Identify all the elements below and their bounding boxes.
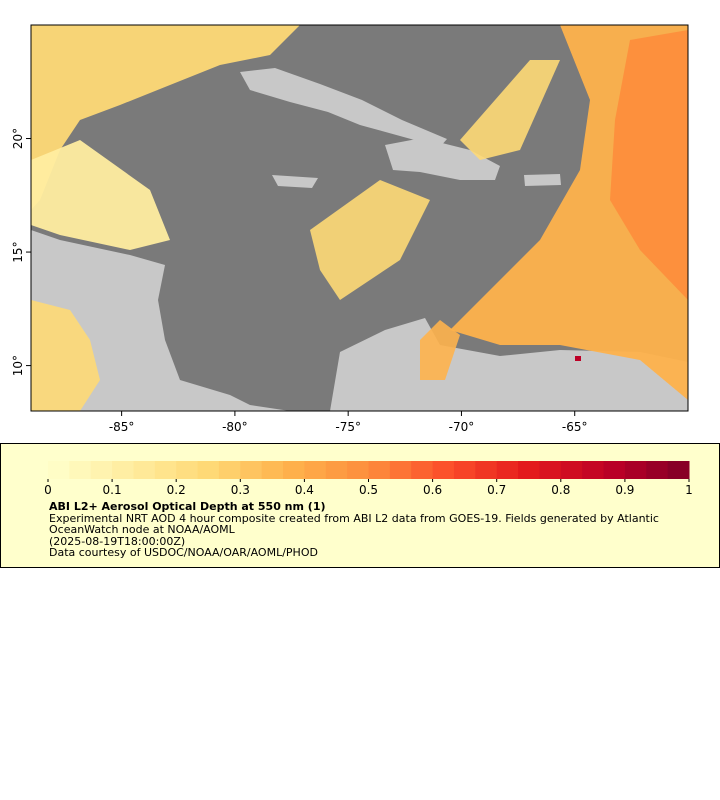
colorbar-cell (624, 461, 647, 479)
aerosol-hotspot (575, 356, 581, 361)
aerosol-patch (460, 60, 560, 160)
colorbar-cell (261, 461, 284, 479)
colorbar-cell (240, 461, 263, 479)
legend-credit: Data courtesy of USDOC/NOAA/OAR/AOML/PHO… (49, 546, 318, 559)
legend: 0 0.1 0.2 0.3 0.4 0.5 0.6 0.7 0.8 0.9 1 ABI L2+ Ae… (0, 443, 720, 568)
colorbar-tick-label: 0.5 (359, 483, 378, 497)
colorbar-cell (646, 461, 669, 479)
colorbar-cell (496, 461, 519, 479)
map-figure: -85° -80° -75° -70° -65° 10° 15° 20° (11, 24, 689, 434)
jamaica (272, 175, 318, 188)
colorbar-cell (603, 461, 626, 479)
colorbar-cell (176, 461, 199, 479)
colorbar-cell (411, 461, 434, 479)
colorbar-cell (218, 461, 241, 479)
colorbar-cell (283, 461, 305, 479)
aerosol-patch (420, 320, 460, 380)
legend-description: Experimental NRT AOD 4 hour composite cr… (49, 511, 659, 536)
x-tick-label: -85° (109, 420, 135, 434)
colorbar-cell (475, 461, 498, 479)
x-tick-label: -70° (449, 420, 475, 434)
south-america (330, 318, 688, 411)
y-tick-label: 10° (11, 355, 25, 376)
legend-time: (2025-08-19T18:00:00Z) (49, 534, 186, 548)
aerosol-patch (310, 180, 430, 300)
colorbar-cell (154, 461, 177, 479)
aerosol-patch (31, 25, 300, 210)
colorbar-cell (133, 461, 156, 479)
colorbar-cell (539, 461, 562, 479)
y-tick-label: 20° (11, 128, 25, 149)
aerosol-patch (610, 30, 688, 300)
colorbar-cell (432, 461, 455, 479)
colorbar-cell (69, 461, 92, 479)
puerto-rico (524, 174, 561, 186)
y-tick-label: 15° (11, 241, 25, 262)
colorbar-cell (304, 461, 327, 479)
cuba (240, 68, 447, 147)
colorbar-cell (560, 461, 583, 479)
legend-title: ABI L2+ Aerosol Optical Depth at 550 nm … (49, 500, 326, 513)
colorbar-cell (389, 461, 412, 479)
colorbar-tick-label: 0.1 (103, 483, 122, 497)
aerosol-patch (31, 140, 170, 250)
colorbar-tick-label: 0 (44, 483, 52, 497)
colorbar-tick-label: 1 (685, 483, 693, 497)
map-canvas (31, 25, 688, 411)
colorbar-cell (453, 461, 476, 479)
x-tick-label: -80° (222, 420, 248, 434)
colorbar-tick-label: 0.2 (167, 483, 186, 497)
colorbar-cell (368, 461, 391, 479)
colorbar-cell (325, 461, 348, 479)
colorbar-cell (90, 461, 113, 479)
colorbar-tick-label: 0.7 (487, 483, 506, 497)
colorbar-tick-label: 0.3 (231, 483, 250, 497)
hispaniola (385, 138, 500, 180)
colorbar-cell (197, 461, 220, 479)
colorbar-cell (347, 461, 369, 479)
colorbar-cell (48, 461, 70, 479)
colorbar-tick-label: 0.6 (423, 483, 442, 497)
aerosol-patch (31, 300, 100, 411)
legend-text: ABI L2+ Aerosol Optical Depth at 550 nm … (49, 501, 689, 559)
colorbar-cell (582, 461, 605, 479)
colorbar: 0 0.1 0.2 0.3 0.4 0.5 0.6 0.7 0.8 0.9 1 (44, 461, 693, 497)
colorbar-cell (112, 461, 134, 479)
colorbar-cell (518, 461, 540, 479)
map-frame (30, 24, 689, 412)
colorbar-tick-label: 0.9 (615, 483, 634, 497)
colorbar-tick-label: 0.4 (295, 483, 314, 497)
x-tick-label: -65° (562, 420, 588, 434)
x-tick-label: -75° (335, 420, 361, 434)
colorbar-tick-label: 0.8 (551, 483, 570, 497)
colorbar-cell (667, 461, 690, 479)
